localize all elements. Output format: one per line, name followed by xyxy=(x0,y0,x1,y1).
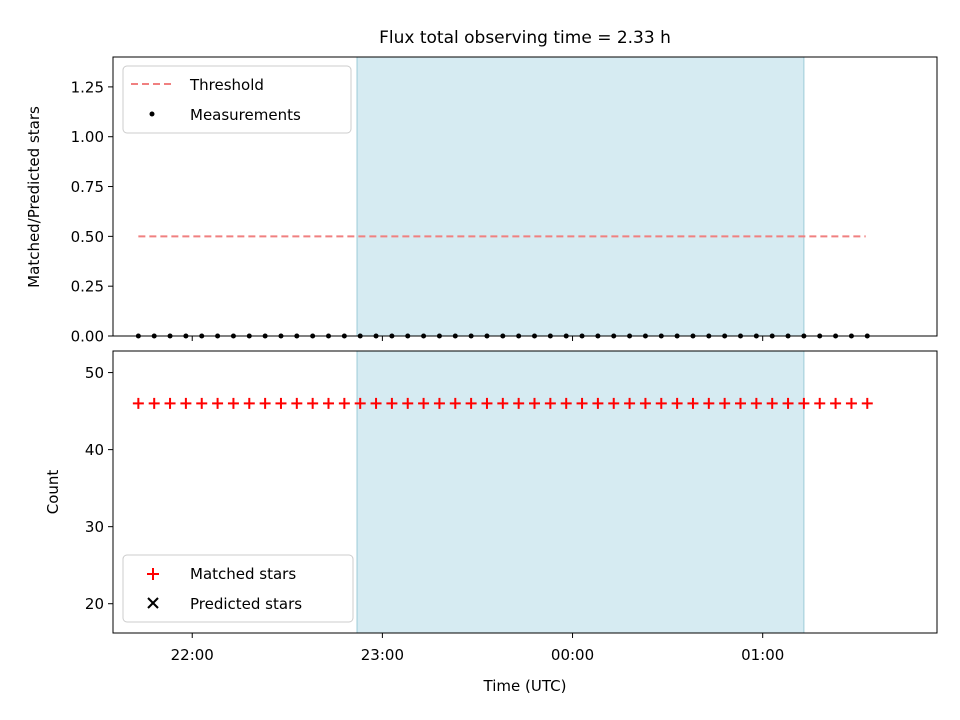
x-axis-label: Time (UTC) xyxy=(483,677,567,695)
bottom-legend-predicted-label: Predicted stars xyxy=(190,595,302,613)
matched-star-marker xyxy=(307,397,319,409)
x-tick-label: 00:00 xyxy=(551,646,594,664)
matched-star-marker xyxy=(798,397,810,409)
matched-star-marker xyxy=(750,397,762,409)
matched-star-marker xyxy=(243,397,255,409)
top-legend: Threshold Measurements xyxy=(122,65,352,134)
matched-star-marker xyxy=(402,397,414,409)
matched-star-marker xyxy=(671,397,683,409)
matched-star-marker xyxy=(338,397,350,409)
matched-star-marker xyxy=(212,397,224,409)
top-y-tick-label: 0.50 xyxy=(71,228,104,246)
bottom-y-tick-label: 20 xyxy=(85,595,104,613)
matched-star-marker xyxy=(513,397,525,409)
matched-star-marker xyxy=(386,397,398,409)
matched-star-marker xyxy=(655,397,667,409)
matched-star-marker xyxy=(275,397,287,409)
matched-star-marker xyxy=(814,397,826,409)
x-tick-label: 22:00 xyxy=(171,646,214,664)
matched-star-marker xyxy=(576,397,588,409)
top-y-tick-label: 0.75 xyxy=(71,178,104,196)
matched-star-marker xyxy=(132,397,144,409)
top-y-tick-label: 1.00 xyxy=(71,128,104,146)
bottom-legend: Matched stars Predicted stars xyxy=(122,554,354,623)
top-legend-measurements-label: Measurements xyxy=(190,106,301,124)
bottom-panel: 20 30 40 50 22:00 23:00 00:00 01:00 Count Time… xyxy=(44,350,938,695)
top-y-tick-label: 0.25 xyxy=(71,278,104,296)
top-legend-threshold-label: Threshold xyxy=(189,76,264,94)
matched-star-marker xyxy=(719,397,731,409)
matched-star-marker xyxy=(418,397,430,409)
matched-star-marker xyxy=(291,397,303,409)
top-legend-measurements-swatch xyxy=(149,111,155,117)
chart-title: Flux total observing time = 2.33 h xyxy=(379,28,671,48)
matched-star-marker xyxy=(465,397,477,409)
matched-star-marker xyxy=(497,397,509,409)
matched-star-marker xyxy=(433,397,445,409)
top-panel-x-ticks xyxy=(191,336,764,341)
bottom-panel-frame xyxy=(112,350,938,634)
matched-star-marker xyxy=(560,397,572,409)
bottom-y-tick-label: 30 xyxy=(85,518,104,536)
bottom-legend-predicted-swatch xyxy=(147,597,159,609)
matched-star-marker xyxy=(845,397,857,409)
matched-star-marker xyxy=(370,397,382,409)
x-tick-label: 01:00 xyxy=(741,646,784,664)
matched-star-marker xyxy=(196,397,208,409)
bottom-legend-box xyxy=(122,554,354,623)
matched-star-marker xyxy=(624,397,636,409)
bottom-panel-y-ticks: 20 30 40 50 xyxy=(85,364,113,613)
bottom-panel-y-label: Count xyxy=(44,470,62,515)
matched-star-marker xyxy=(608,397,620,409)
matched-star-marker xyxy=(592,397,604,409)
matched-star-marker xyxy=(861,397,873,409)
matched-star-marker xyxy=(180,397,192,409)
top-panel-shaded-window xyxy=(356,56,805,337)
top-panel-y-ticks: 0.00 0.25 0.50 0.75 1.00 1.25 xyxy=(71,78,113,346)
matched-star-marker xyxy=(449,397,461,409)
matched-star-marker xyxy=(766,397,778,409)
matched-star-marker xyxy=(782,397,794,409)
matched-star-marker xyxy=(481,397,493,409)
x-tick-label: 23:00 xyxy=(361,646,404,664)
matched-star-marker xyxy=(354,397,366,409)
bottom-panel-x-ticks: 22:00 23:00 00:00 01:00 xyxy=(171,633,784,664)
matched-star-marker xyxy=(529,397,541,409)
matched-star-marker xyxy=(148,397,160,409)
top-panel-frame xyxy=(112,56,938,337)
matched-star-marker xyxy=(830,397,842,409)
matched-star-marker xyxy=(259,397,271,409)
matched-star-marker xyxy=(639,397,651,409)
bottom-y-tick-label: 40 xyxy=(85,441,104,459)
bottom-panel-marks xyxy=(132,397,873,409)
matched-star-marker xyxy=(735,397,747,409)
matched-star-marker xyxy=(544,397,556,409)
bottom-legend-matched-swatch xyxy=(147,568,159,580)
matched-star-marker xyxy=(227,397,239,409)
top-y-tick-label: 0.00 xyxy=(71,328,104,346)
bottom-legend-matched-label: Matched stars xyxy=(190,565,296,583)
matched-star-marker xyxy=(323,397,335,409)
top-panel: 0.00 0.25 0.50 0.75 1.00 1.25 Matched/Predict… xyxy=(25,56,938,346)
top-y-tick-label: 1.25 xyxy=(71,78,104,96)
matched-star-marker xyxy=(164,397,176,409)
top-legend-box xyxy=(122,65,352,134)
bottom-panel-shaded-window xyxy=(356,350,805,634)
top-panel-y-label: Matched/Predicted stars xyxy=(25,106,43,288)
bottom-y-tick-label: 50 xyxy=(85,364,104,382)
matched-star-marker xyxy=(687,397,699,409)
matched-star-marker xyxy=(703,397,715,409)
